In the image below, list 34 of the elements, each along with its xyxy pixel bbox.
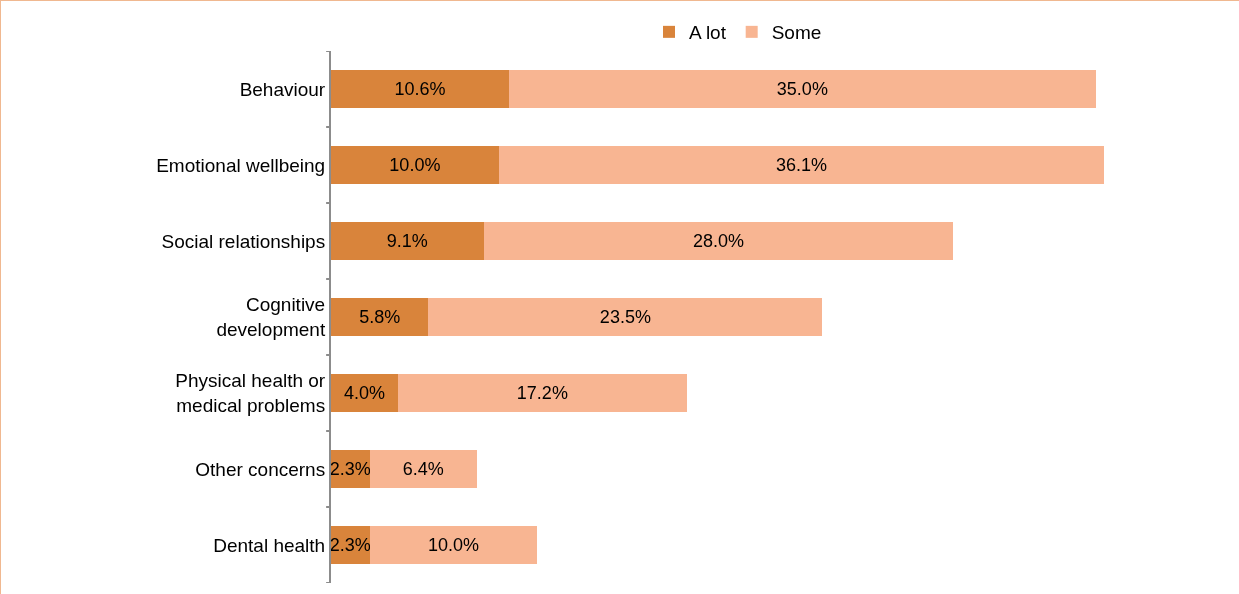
bar [369, 450, 477, 488]
data-label: 10.0% [389, 155, 441, 175]
data-label: 10.6% [394, 79, 446, 99]
y-tick-label: Cognitive development [216, 294, 326, 340]
data-label: 10.0% [427, 535, 479, 555]
y-tick-label: Dental health [213, 534, 326, 556]
data-label: 17.2% [516, 383, 568, 403]
bar [498, 146, 1105, 184]
bar [483, 222, 954, 260]
y-tick-label: Social relationships [161, 230, 326, 252]
data-label: 23.5% [599, 307, 651, 327]
data-label: 36.1% [776, 155, 828, 175]
y-tick-label: Emotional wellbeing [156, 154, 326, 176]
bar [398, 374, 687, 412]
data-label: 5.8% [359, 307, 401, 327]
data-label: 2.3% [329, 535, 371, 555]
bar [331, 298, 429, 336]
bar [331, 222, 484, 260]
data-label: 9.1% [386, 231, 428, 251]
data-label: 28.0% [692, 231, 745, 251]
data-label: 6.4% [402, 459, 444, 479]
bar [508, 70, 1096, 108]
data-label: 35.0% [776, 79, 828, 99]
y-tick-label: Behaviour [239, 78, 326, 100]
legend-label: Some [771, 22, 822, 44]
data-label: 2.3% [329, 459, 371, 479]
bar [331, 146, 499, 184]
bar [428, 298, 823, 336]
legend-label: A lot [689, 22, 727, 44]
data-label: 4.0% [344, 383, 386, 403]
bar [331, 70, 509, 108]
bar [369, 526, 538, 564]
y-tick-label: Physical health or medical problems [175, 370, 326, 416]
y-tick-label: Other concerns [195, 458, 326, 480]
